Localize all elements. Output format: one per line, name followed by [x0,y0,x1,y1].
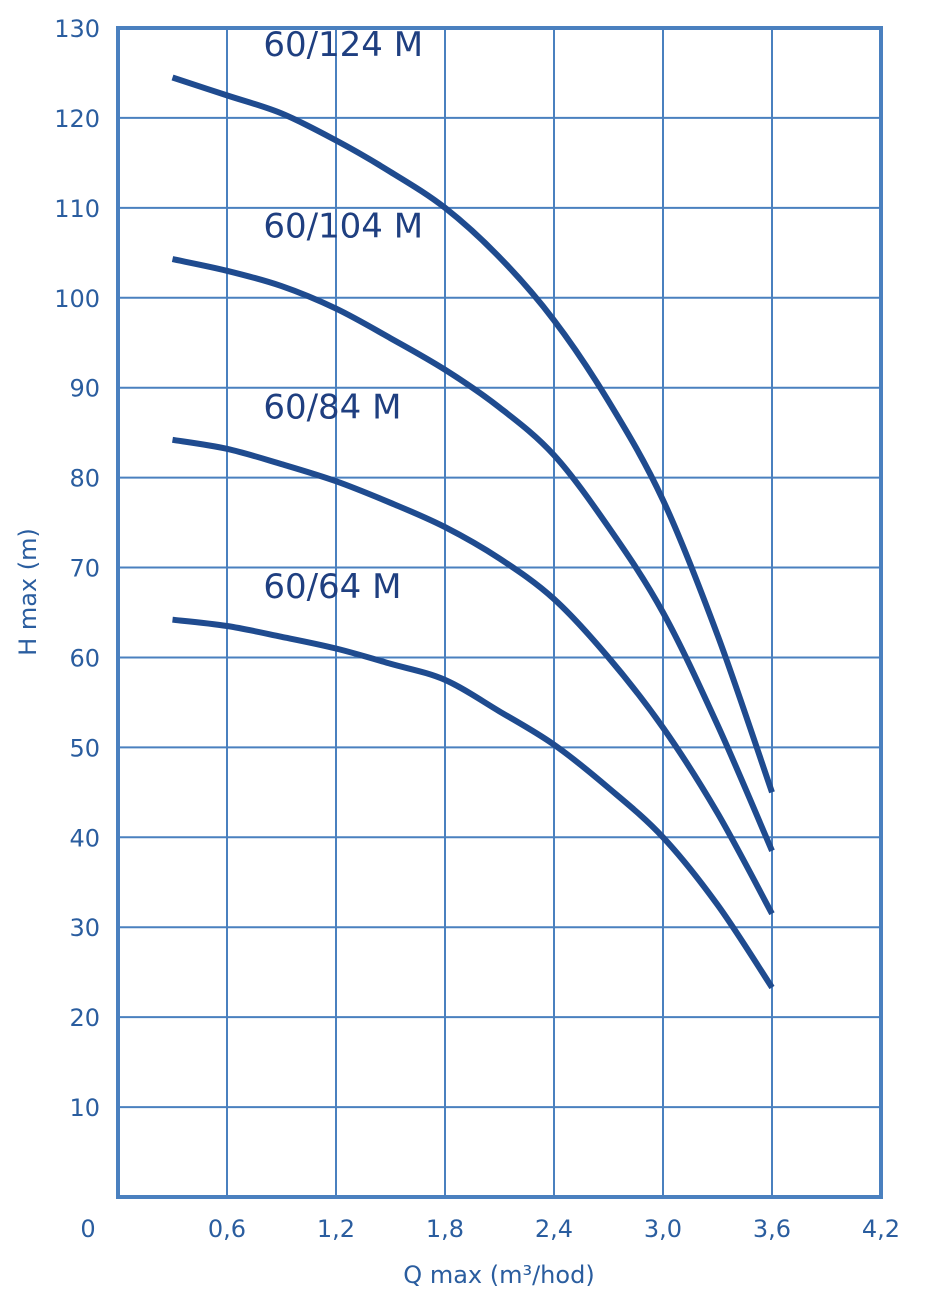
y-tick-labels: 10 20 30 40 50 60 70 80 90 100 110 120 130 [54,15,100,1122]
grid [118,28,881,1197]
y-tick-label: 50 [69,734,100,762]
x-tick-label: 3,0 [644,1215,682,1243]
y-tick-label: 30 [69,914,100,942]
series-line-4 [172,616,775,990]
series-line-1 [171,74,775,794]
y-tick-label: 80 [69,465,100,493]
x-tick-label: 0,6 [208,1215,246,1243]
x-tick-label: 2,4 [535,1215,573,1243]
series-line-3 [172,436,775,916]
y-tick-label: 90 [69,375,100,403]
x-tick-label: 3,6 [753,1215,791,1243]
series-lines [171,74,775,990]
x-tick-label: 4,2 [862,1215,900,1243]
y-tick-label: 40 [69,824,100,852]
y-tick-label: 10 [69,1094,100,1122]
series-label-3: 60/84 M [263,387,401,427]
y-tick-label: 110 [54,195,100,223]
series-label-4: 60/64 M [263,567,401,607]
y-tick-label: 70 [69,555,100,583]
x-tick-label: 1,8 [426,1215,464,1243]
plot-border [116,26,883,1199]
series-labels: 60/124 M 60/104 M 60/84 M 60/64 M [263,25,423,607]
series-label-1: 60/124 M [263,25,423,65]
series-label-2: 60/104 M [263,207,423,247]
y-tick-label: 60 [69,644,100,672]
x-axis-title: Q max (m³/hod) [403,1261,594,1289]
y-tick-label: 20 [69,1004,100,1032]
plot-frame [116,26,883,1199]
y-axis-title: H max (m) [14,528,42,656]
series-line-2 [171,256,775,852]
y-tick-label: 100 [54,285,100,313]
x-tick-label: 0 [80,1215,95,1243]
x-tick-labels: 0 0,6 1,2 1,8 2,4 3,0 3,6 4,2 [80,1215,900,1243]
y-tick-label: 130 [54,15,100,43]
x-tick-label: 1,2 [317,1215,355,1243]
y-tick-label: 120 [54,105,100,133]
